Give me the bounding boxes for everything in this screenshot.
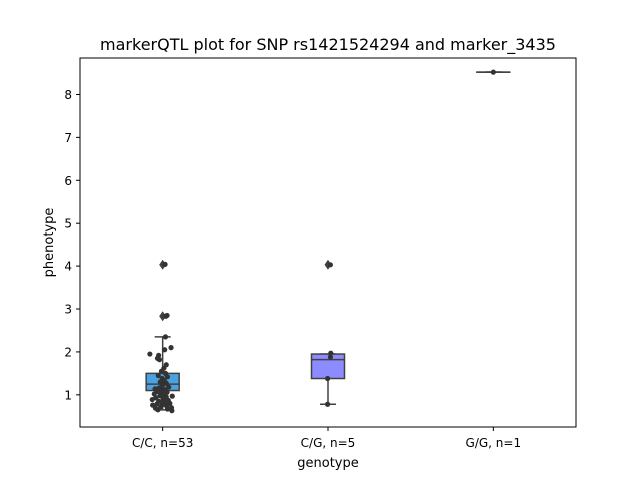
- data-point: [147, 351, 153, 357]
- data-point: [169, 408, 175, 414]
- data-point: [162, 347, 168, 353]
- data-point: [325, 401, 331, 407]
- y-tick-label: 4: [64, 260, 72, 274]
- x-axis-label: genotype: [297, 456, 358, 471]
- data-point: [327, 262, 333, 268]
- y-tick-label: 6: [64, 174, 72, 188]
- data-point: [162, 334, 169, 340]
- data-point: [168, 345, 174, 351]
- x-tick-label: C/C, n=53: [132, 436, 193, 450]
- chart-title: markerQTL plot for SNP rs1421524294 and …: [100, 35, 556, 55]
- data-point: [164, 374, 171, 380]
- data-point: [158, 368, 165, 374]
- data-point: [156, 357, 163, 363]
- x-axis: C/C, n=53 C/G, n=5 G/G, n=1: [132, 427, 521, 450]
- data-point: [164, 406, 171, 412]
- y-tick-label: 1: [64, 388, 72, 402]
- y-tick-label: 7: [64, 131, 72, 145]
- box-iqr: [310, 353, 346, 380]
- x-tick-label: G/G, n=1: [466, 436, 522, 450]
- data-point: [325, 375, 331, 382]
- data-point: [163, 313, 169, 319]
- data-point: [169, 393, 175, 399]
- outlier-marker: [159, 311, 167, 322]
- data-point: [155, 372, 161, 379]
- data-point: [155, 407, 161, 413]
- data-point: [154, 401, 160, 407]
- data-point: [328, 350, 334, 356]
- y-tick-label: 2: [64, 345, 72, 359]
- y-axis: 1 2 3 4 5 6 7 8: [64, 88, 80, 402]
- box-1: [310, 259, 346, 406]
- y-axis-label: phenotype: [42, 208, 57, 278]
- y-tick-label: 8: [64, 88, 72, 102]
- y-tick-label: 5: [64, 217, 72, 231]
- y-tick-label: 3: [64, 303, 72, 317]
- data-point: [490, 69, 496, 75]
- data-point: [327, 354, 333, 360]
- plot-area: [145, 69, 511, 414]
- data-point: [149, 396, 155, 403]
- x-tick-label: C/G, n=5: [301, 436, 356, 450]
- data-point: [166, 384, 172, 390]
- data-point: [162, 261, 168, 267]
